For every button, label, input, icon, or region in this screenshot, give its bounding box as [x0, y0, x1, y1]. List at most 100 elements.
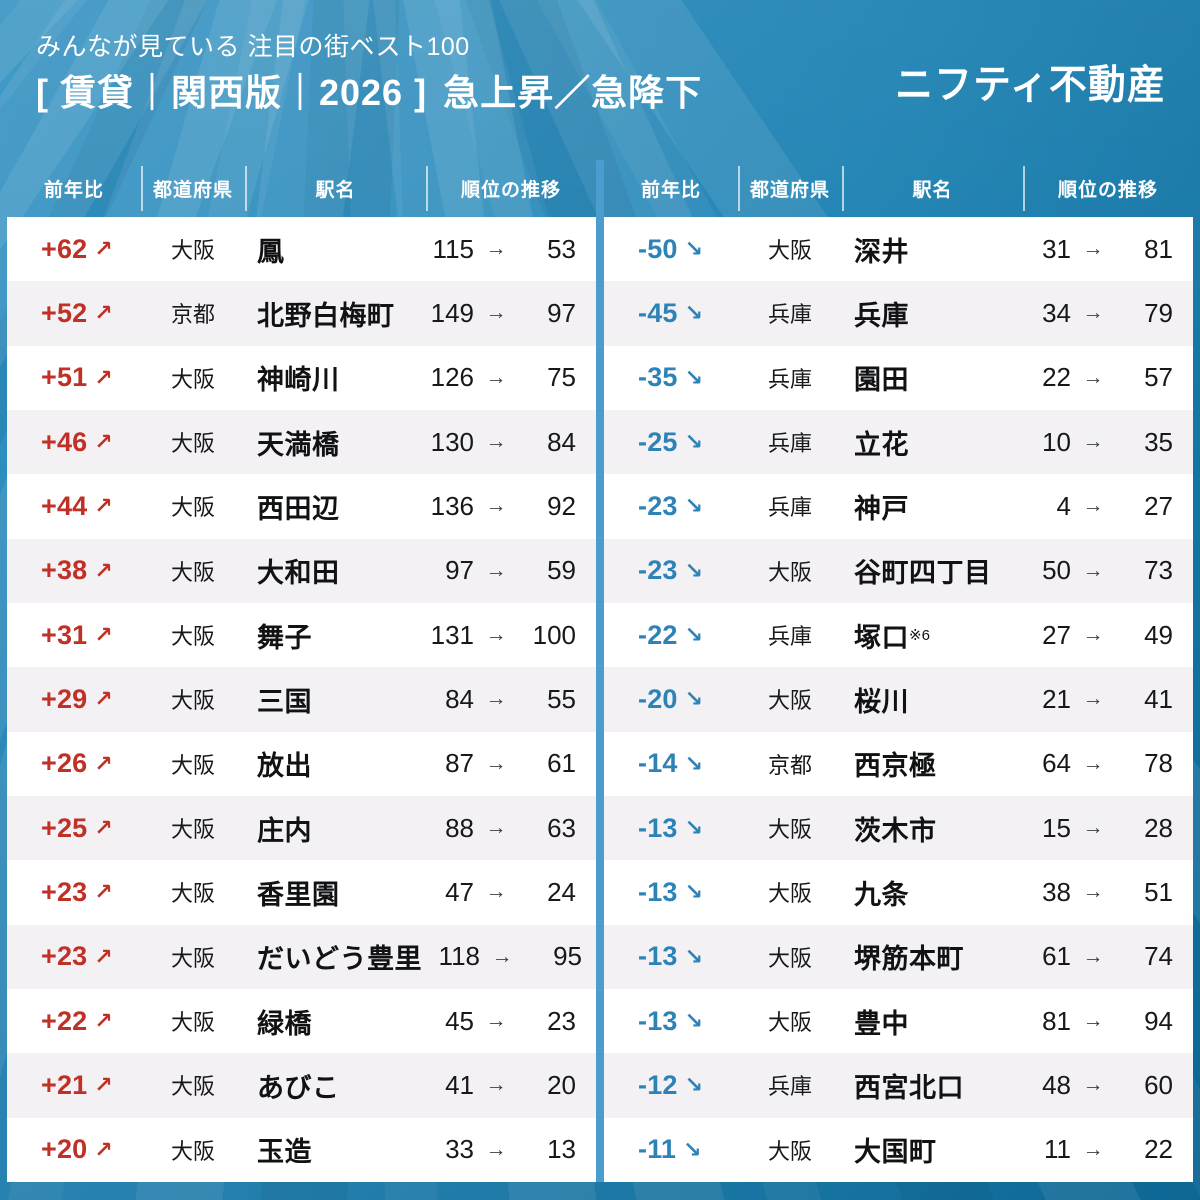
station-cell[interactable]: 香里園 [245, 860, 416, 924]
station-cell[interactable]: 神崎川 [245, 346, 416, 410]
rank-change-cell: 136 → 92 [416, 474, 596, 538]
station-cell[interactable]: あびこ [245, 1053, 416, 1117]
table-row[interactable]: -45 ↘ 兵庫 兵庫 34 → 79 [604, 281, 1193, 346]
table-row[interactable]: +23 ↗ 大阪 香里園 47 → 24 [7, 860, 596, 925]
delta-value: +23 [41, 876, 88, 907]
table-row[interactable]: +62 ↗ 大阪 鳳 115 → 53 [7, 217, 596, 282]
station-cell[interactable]: 舞子 [245, 603, 416, 667]
station-name: 豊中 [854, 1008, 909, 1039]
station-cell[interactable]: 鳳 [245, 217, 416, 281]
rank-to: 41 [1144, 683, 1173, 714]
station-name: 鳳 [257, 236, 285, 267]
station-cell[interactable]: 西田辺 [245, 474, 416, 538]
station-cell[interactable]: 園田 [842, 346, 1013, 410]
table-row[interactable]: -35 ↘ 兵庫 園田 22 → 57 [604, 345, 1193, 410]
station-cell[interactable]: 桜川 [842, 667, 1013, 731]
table-row[interactable]: +38 ↗ 大阪 大和田 97 → 59 [7, 538, 596, 603]
table-row[interactable]: +46 ↗ 大阪 天満橋 130 → 84 [7, 409, 596, 475]
arrow-right-icon: → [1082, 430, 1104, 454]
station-name: 神崎川 [257, 365, 340, 396]
station-cell[interactable]: 九条 [842, 860, 1013, 924]
prefecture-cell: 大阪 [767, 688, 812, 714]
table-row[interactable]: +44 ↗ 大阪 西田辺 136 → 92 [7, 474, 596, 539]
delta-value: +23 [41, 941, 88, 972]
arrow-up-icon: ↗ [94, 750, 114, 776]
table-row[interactable]: +22 ↗ 大阪 緑橋 45 → 23 [7, 988, 596, 1054]
station-cell[interactable]: 豊中 [842, 989, 1013, 1053]
prefecture-cell: 大阪 [170, 431, 215, 457]
station-name: 谷町四丁目 [854, 558, 992, 589]
station-cell[interactable]: 谷町四丁目 [842, 539, 1013, 603]
station-name: 大国町 [854, 1137, 937, 1168]
header-text-block: みんなが見ている 注目の街ベスト100 [ 賃貸｜関西版｜2026 ] 急上昇／急… [36, 33, 702, 115]
table-row[interactable]: -14 ↘ 京都 西京極 64 → 78 [604, 731, 1193, 796]
rank-change-cell: 27 → 49 [1013, 603, 1193, 667]
prefecture-cell: 大阪 [170, 817, 215, 843]
arrow-right-icon: → [1082, 365, 1104, 389]
station-cell[interactable]: 兵庫 [842, 281, 1013, 345]
station-cell[interactable]: 堺筋本町 [842, 925, 1013, 989]
station-cell[interactable]: 玉造 [245, 1118, 416, 1182]
prefecture-cell: 大阪 [767, 238, 812, 264]
table-row[interactable]: -20 ↘ 大阪 桜川 21 → 41 [604, 667, 1193, 732]
station-cell[interactable]: 神戸 [842, 474, 1013, 538]
station-cell[interactable]: 深井 [842, 217, 1013, 281]
station-cell[interactable]: 天満橋 [245, 410, 416, 474]
rank-from: 115 [432, 233, 474, 264]
arrow-right-icon: → [485, 365, 507, 389]
station-name: 園田 [854, 365, 909, 396]
station-cell[interactable]: 緑橋 [245, 989, 416, 1053]
arrow-right-icon: → [485, 1009, 507, 1033]
table-row[interactable]: -11 ↘ 大阪 大国町 11 → 22 [604, 1117, 1193, 1182]
prefecture-cell: 大阪 [767, 1138, 812, 1164]
table-row[interactable]: -13 ↘ 大阪 堺筋本町 61 → 74 [604, 924, 1193, 989]
prefecture-cell: 大阪 [767, 881, 812, 907]
station-name: 北野白梅町 [257, 300, 395, 331]
rank-from: 10 [1042, 426, 1071, 457]
station-cell[interactable]: 西宮北口 [842, 1053, 1013, 1117]
table-row[interactable]: +51 ↗ 大阪 神崎川 126 → 75 [7, 345, 596, 410]
table-row[interactable]: +31 ↗ 大阪 舞子 131 → 100 [7, 602, 596, 668]
station-cell[interactable]: 北野白梅町 [245, 281, 416, 345]
table-row[interactable]: +29 ↗ 大阪 三国 84 → 55 [7, 667, 596, 732]
table-row[interactable]: +25 ↗ 大阪 庄内 88 → 63 [7, 795, 596, 861]
station-cell[interactable]: だいどう豊里 [245, 925, 422, 989]
table-row[interactable]: +20 ↗ 大阪 玉造 33 → 13 [7, 1117, 596, 1182]
station-cell[interactable]: 西京極 [842, 732, 1013, 796]
table-row[interactable]: -13 ↘ 大阪 茨木市 15 → 28 [604, 795, 1193, 861]
rank-change-cell: 41 → 20 [416, 1053, 596, 1117]
table-row[interactable]: -13 ↘ 大阪 九条 38 → 51 [604, 860, 1193, 925]
station-name: 放出 [257, 751, 312, 782]
station-cell[interactable]: 三国 [245, 667, 416, 731]
station-cell[interactable]: 塚口 ※6 [842, 603, 1013, 667]
rank-to: 94 [1144, 1005, 1173, 1036]
table-row[interactable]: -25 ↘ 兵庫 立花 10 → 35 [604, 409, 1193, 475]
table-row[interactable]: -23 ↘ 大阪 谷町四丁目 50 → 73 [604, 538, 1193, 603]
risers-panel: 前年比 都道府県 駅名 順位の推移 +62 ↗ 大阪鳳 115 → 53 +52 ↗ 京都 北野白… [7, 160, 596, 1182]
station-cell[interactable]: 放出 [245, 732, 416, 796]
table-row[interactable]: +26 ↗ 大阪 放出 87 → 61 [7, 731, 596, 796]
delta-cell: +51 ↗ [7, 346, 141, 410]
table-row[interactable]: -13 ↘ 大阪 豊中 81 → 94 [604, 988, 1193, 1054]
table-row[interactable]: -23 ↘ 兵庫 神戸 4 → 27 [604, 474, 1193, 539]
station-cell[interactable]: 立花 [842, 410, 1013, 474]
table-row[interactable]: -50 ↘ 大阪 深井 31 → 81 [604, 217, 1193, 282]
rank-from: 4 [1056, 490, 1071, 521]
page-title-bracket: [ 賃貸｜関西版｜2026 ] [36, 71, 428, 113]
table-row[interactable]: +23 ↗ 大阪 だいどう豊里 118 → 95 [7, 924, 596, 989]
table-row[interactable]: -22 ↘ 兵庫 塚口 ※6 27 → 49 [604, 602, 1193, 668]
table-row[interactable]: +52 ↗ 京都 北野白梅町 149 → 97 [7, 281, 596, 346]
arrow-down-icon: ↘ [684, 300, 704, 326]
arrow-up-icon: ↗ [94, 943, 114, 969]
station-cell[interactable]: 庄内 [245, 796, 416, 860]
station-cell[interactable]: 大和田 [245, 539, 416, 603]
table-row[interactable]: -12 ↘ 兵庫 西宮北口 48 → 60 [604, 1053, 1193, 1118]
rank-change-cell: 11 → 22 [1013, 1118, 1193, 1182]
prefecture-cell: 大阪 [767, 817, 812, 843]
station-cell[interactable]: 大国町 [842, 1118, 1013, 1182]
table-row[interactable]: +21 ↗ 大阪 あびこ 41 → 20 [7, 1053, 596, 1118]
delta-cell: +52 ↗ [7, 281, 141, 345]
station-cell[interactable]: 茨木市 [842, 796, 1013, 860]
arrow-right-icon: → [1082, 1073, 1104, 1097]
arrow-up-icon: ↗ [94, 1072, 114, 1098]
